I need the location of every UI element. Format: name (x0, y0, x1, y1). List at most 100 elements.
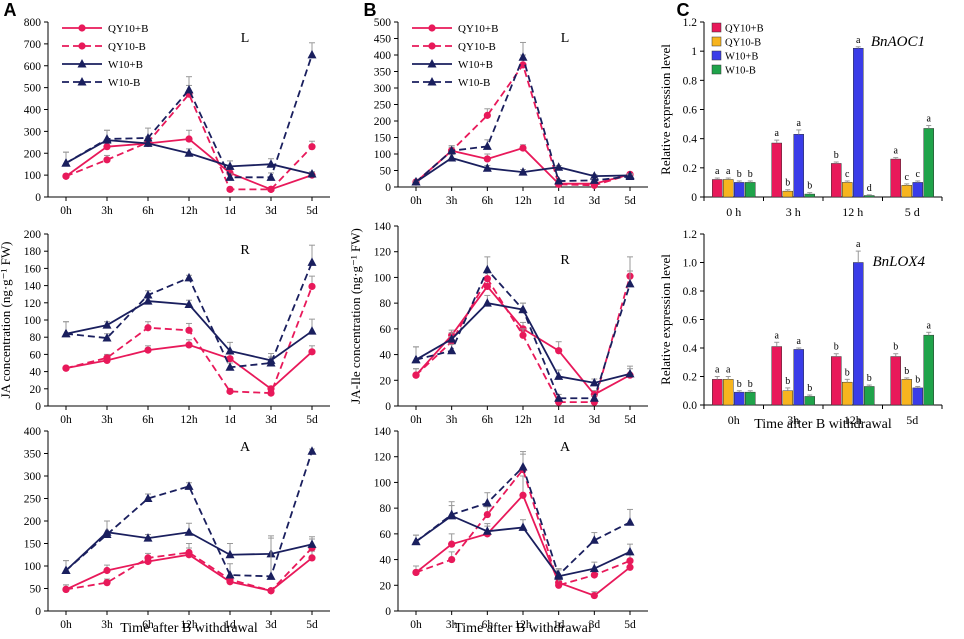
y-tick-label: 150 (24, 539, 42, 551)
y-tick-label: 300 (24, 471, 42, 483)
y-tick-label: 500 (24, 83, 42, 95)
significance-letter: a (797, 336, 802, 347)
significance-letter: b (915, 374, 920, 385)
x-tick-label: 3d (265, 205, 277, 217)
data-point (554, 393, 564, 402)
significance-letter: a (715, 166, 720, 177)
significance-letter: b (807, 383, 812, 394)
significance-letter: a (775, 128, 780, 139)
data-point (225, 549, 235, 559)
bar (793, 349, 804, 406)
bar (853, 48, 864, 198)
y-tick-label: 40 (380, 350, 392, 362)
legend-swatch (711, 64, 722, 75)
data-point (226, 387, 234, 395)
y-tick-label: 60 (30, 349, 42, 361)
data-point (185, 341, 193, 349)
data-point (448, 555, 456, 564)
legend-marker (427, 59, 437, 68)
y-tick-label: 0.0 (683, 400, 698, 412)
legend-label: QY10+B (108, 23, 148, 35)
chart-title: A (560, 440, 571, 455)
y-tick-label: 200 (24, 229, 42, 241)
x-tick-label: 0h (60, 414, 72, 426)
data-point (307, 326, 317, 335)
bar (842, 182, 853, 198)
data-point (307, 257, 317, 266)
bar (723, 179, 734, 198)
significance-letter: b (737, 379, 742, 390)
chart-a-l: 0 100 200 300 400 500 600 700 800 0h 3h 6h 12h 1d 3d 5d… (24, 17, 330, 217)
chart-title: R (240, 243, 250, 258)
y-tick-label: 180 (24, 246, 42, 258)
bar (923, 334, 934, 406)
x-tick-label: 12h (514, 414, 532, 426)
series-qy10plusb: aab a (712, 128, 901, 198)
y-tick-label: 20 (30, 384, 42, 396)
x-tick-label: 3 h (786, 205, 801, 219)
data-point (518, 462, 528, 471)
x-tick-label: 1d (224, 205, 236, 217)
bar (771, 142, 782, 198)
data-point (482, 163, 492, 172)
bar (890, 158, 901, 198)
legend-marker (77, 59, 87, 68)
data-point (226, 185, 234, 193)
chart-b-l: 0 50 100 150 200 250 300 350 400 450 500 0h 3h 6h 12h 1… (374, 17, 648, 207)
bar (771, 346, 782, 406)
y-tick-label: 450 (374, 34, 392, 46)
x-tick-label: 5d (306, 414, 318, 426)
data-point (483, 155, 491, 163)
data-point (447, 509, 457, 519)
y-tick-label: 0.2 (683, 372, 698, 384)
x-tick-label: 0h (410, 414, 422, 426)
x-axis-title: Time after B withdrawal (754, 417, 892, 432)
y-tick-label: 600 (24, 61, 42, 73)
chart-c-lox4: 0.0 0.2 0.4 0.6 0.8 1.0 1.2 0h 3h 12h 5d BnLOX4 Rela… (658, 229, 943, 432)
data-point (143, 533, 153, 542)
x-tick-label: 3d (265, 619, 277, 631)
legend-label: QY10+B (725, 24, 764, 35)
significance-letter: a (927, 320, 932, 331)
y-tick-label: 120 (374, 452, 392, 464)
x-tick-label: 0 h (726, 205, 741, 219)
x-tick-label: 1d (553, 195, 565, 207)
y-tick-label: 100 (374, 272, 392, 284)
y-axis-title: Relative expression level (658, 254, 673, 385)
legend-label: W10-B (725, 66, 756, 77)
panel-letter-b: B (364, 0, 377, 20)
data-point (518, 52, 528, 61)
panel-letter-a: A (4, 0, 17, 20)
y-tick-label: 0 (35, 192, 41, 204)
data-point (625, 278, 635, 288)
data-point (482, 526, 492, 535)
x-tick-label: 0h (410, 195, 422, 207)
y-tick-label: 100 (24, 315, 42, 327)
data-point (589, 175, 599, 184)
x-tick-label: 6h (482, 195, 494, 207)
data-point (143, 493, 153, 502)
x-tick-label: 5d (624, 195, 636, 207)
y-tick-label: 400 (24, 426, 42, 438)
bar (734, 182, 745, 198)
data-point (143, 138, 153, 147)
y-tick-label: 200 (24, 148, 42, 160)
bar (831, 356, 842, 406)
data-point (519, 331, 527, 339)
data-point (103, 354, 111, 362)
data-point (103, 566, 111, 575)
y-axis-title: Relative expression level (658, 44, 673, 175)
data-point (411, 177, 421, 186)
data-point (447, 345, 457, 355)
y-axis-title: JA concentration (ng·g⁻¹ FW) (0, 242, 13, 399)
y-tick-label: 120 (24, 298, 42, 310)
data-point (144, 346, 152, 354)
significance-letter: b (785, 376, 790, 387)
data-point (308, 348, 316, 356)
data-point (482, 498, 492, 507)
bar (923, 128, 934, 198)
series-qy10minusb (412, 256, 634, 406)
bar (782, 190, 793, 198)
x-tick-label: 0h (410, 619, 422, 631)
significance-letter: b (904, 366, 909, 377)
